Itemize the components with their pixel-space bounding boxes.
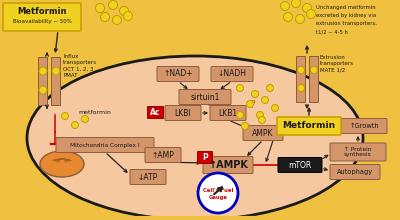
Circle shape [296,15,304,24]
Text: mTOR: mTOR [288,161,312,169]
Text: Mitochondria Complex I: Mitochondria Complex I [70,143,140,147]
Text: ↓NADH: ↓NADH [218,70,246,79]
Text: metformin: metformin [78,110,111,114]
Circle shape [236,84,244,92]
Circle shape [62,112,68,119]
Text: extrusion transporters,: extrusion transporters, [316,21,377,26]
Circle shape [82,116,88,123]
Circle shape [262,97,268,103]
Text: Metformin: Metformin [282,121,336,130]
Text: Unchanged metformin: Unchanged metformin [316,5,376,10]
FancyBboxPatch shape [277,117,341,135]
FancyBboxPatch shape [157,66,199,81]
Text: ↑NAD+: ↑NAD+ [163,70,193,79]
Ellipse shape [27,56,363,220]
Circle shape [298,84,304,92]
FancyBboxPatch shape [165,106,201,121]
FancyBboxPatch shape [330,143,386,161]
Circle shape [108,0,118,9]
FancyBboxPatch shape [210,106,246,121]
Circle shape [124,11,132,20]
FancyBboxPatch shape [341,119,387,134]
Circle shape [302,4,312,13]
Circle shape [198,173,238,213]
Text: ↑ Protein
synthesis: ↑ Protein synthesis [344,147,372,157]
Text: ↑Growth: ↑Growth [349,123,379,129]
Circle shape [258,117,266,123]
Circle shape [72,121,78,128]
Ellipse shape [40,151,84,177]
Circle shape [266,84,274,92]
Text: excreted by kidney via: excreted by kidney via [316,13,376,18]
Circle shape [252,90,258,97]
FancyBboxPatch shape [179,90,231,104]
Bar [309,56,318,102]
Circle shape [242,123,248,130]
Bar [38,57,47,105]
Circle shape [298,66,304,73]
Text: Ac: Ac [150,108,161,117]
Circle shape [280,2,290,11]
Circle shape [96,4,104,13]
Circle shape [246,101,254,108]
Text: Gauge: Gauge [208,196,228,200]
Text: LKBI: LKBI [175,108,191,117]
Text: P: P [202,153,208,162]
FancyBboxPatch shape [211,66,253,81]
Text: Autophagy: Autophagy [337,169,373,175]
Text: AMPK: AMPK [252,128,274,138]
FancyBboxPatch shape [3,3,81,31]
Text: sirtuin1: sirtuin1 [190,92,220,101]
Circle shape [39,67,47,75]
Circle shape [52,67,60,75]
Text: Extrusion
transporters
MATE 1/2: Extrusion transporters MATE 1/2 [320,55,354,73]
FancyBboxPatch shape [148,106,164,119]
Text: LKB1: LKB1 [218,108,238,117]
Text: ↑AMP: ↑AMP [152,150,174,160]
Circle shape [236,112,244,119]
Circle shape [100,13,110,22]
Text: Metformin: Metformin [17,7,67,16]
Text: Bioavailability ~ 50%: Bioavailability ~ 50% [12,20,72,24]
Circle shape [39,86,47,94]
Bar [51,57,60,105]
FancyBboxPatch shape [203,156,253,174]
FancyBboxPatch shape [56,138,154,152]
Circle shape [292,0,300,7]
Text: Influx
transporters
OCT 1, 2, 3
PMAT: Influx transporters OCT 1, 2, 3 PMAT [63,54,97,78]
Text: t1/2 ~ 4-5 h: t1/2 ~ 4-5 h [316,29,348,34]
FancyBboxPatch shape [198,152,212,163]
Circle shape [284,13,292,22]
Text: Cell's Fuel: Cell's Fuel [203,189,233,194]
Circle shape [120,7,128,15]
FancyBboxPatch shape [330,165,380,180]
FancyBboxPatch shape [145,147,181,163]
Circle shape [112,15,122,24]
Circle shape [256,112,264,119]
Text: ↑AMPK: ↑AMPK [208,160,248,170]
Circle shape [310,66,318,73]
FancyBboxPatch shape [243,125,283,141]
Text: ↓ATP: ↓ATP [138,172,158,182]
FancyBboxPatch shape [130,169,166,185]
Circle shape [272,104,278,112]
Bar [296,56,305,102]
Text: ?: ? [249,100,255,110]
Circle shape [306,9,316,18]
FancyBboxPatch shape [278,158,322,172]
